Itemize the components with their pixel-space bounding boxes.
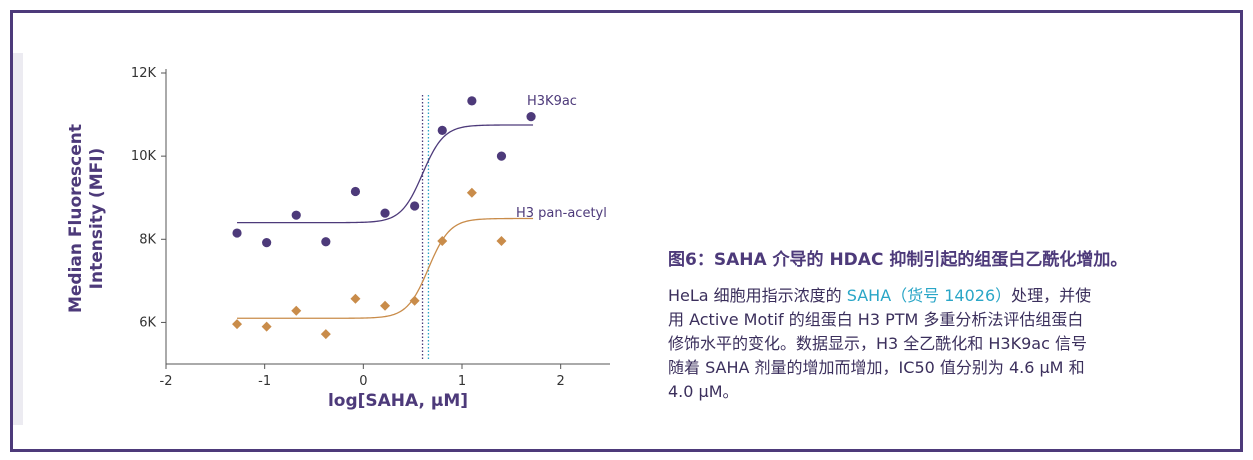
series-label-h3k9ac: H3K9ac [527,94,577,109]
data-point [526,112,535,121]
data-point [351,187,360,196]
caption-line-1-pre: HeLa 细胞用指示浓度的 [668,286,847,305]
saha-product-link[interactable]: SAHA（货号 14026） [847,286,1011,305]
y-tick-label: 6K [139,315,156,330]
data-point [467,188,477,198]
data-point [232,228,241,237]
data-point [437,236,447,246]
series-label-h3-pan-acetyl: H3 pan-acetyl [516,206,607,221]
x-tick-label: 0 [359,374,367,389]
x-tick-label: 2 [557,374,565,389]
figure-frame: 6K 8K 10K 12K -2 -1 0 1 2 log[SAHA, μM] Median Flu… [10,10,1243,452]
data-point [262,238,271,247]
data-point [321,329,331,339]
caption-line-4: 随着 SAHA 剂量的增加而增加，IC50 值分别为 4.6 μM 和 [668,356,1228,380]
caption-line-2: 用 Active Motif 的组蛋白 H3 PTM 多重分析法评估组蛋白 [668,308,1228,332]
x-tick-label: -2 [160,374,173,389]
caption-line-3: 修饰水平的变化。数据显示，H3 全乙酰化和 H3K9ac 信号 [668,332,1228,356]
data-point [496,236,506,246]
data-point [292,211,301,220]
y-axis-title-line-2: Intensity (MFI) [87,148,107,290]
y-tick-label: 8K [139,232,156,247]
caption-title: 图6：SAHA 介导的 HDAC 抑制引起的组蛋白乙酰化增加。 [668,245,1228,270]
data-point [410,201,419,210]
data-point [410,296,420,306]
data-point [497,152,506,161]
x-axis-title: log[SAHA, μM] [328,391,468,411]
y-tick-label: 12K [131,66,157,81]
data-point [232,319,242,329]
data-point [350,294,360,304]
figure-caption: 图6：SAHA 介导的 HDAC 抑制引起的组蛋白乙酰化增加。 HeLa 细胞用… [668,245,1228,404]
x-tick-label: -1 [258,374,271,389]
data-point [321,237,330,246]
data-point [380,208,389,217]
y-tick-label: 10K [131,149,157,164]
caption-line-1: HeLa 细胞用指示浓度的 SAHA（货号 14026）处理，并使 [668,284,1228,308]
caption-body: HeLa 细胞用指示浓度的 SAHA（货号 14026）处理，并使 用 Acti… [668,284,1228,404]
x-tick-label: 1 [458,374,466,389]
fit-curve [237,125,533,223]
data-point [467,96,476,105]
data-point [380,301,390,311]
data-point [438,126,447,135]
caption-line-1-post: 处理，并使 [1011,286,1091,305]
dose-response-chart: 6K 8K 10K 12K -2 -1 0 1 2 log[SAHA, μM] Median Flu… [13,13,653,449]
y-axis-title-line-1: Median Fluorescent [66,124,86,313]
data-point [262,322,272,332]
caption-line-5: 4.0 μM。 [668,380,1228,404]
data-point [291,306,301,316]
